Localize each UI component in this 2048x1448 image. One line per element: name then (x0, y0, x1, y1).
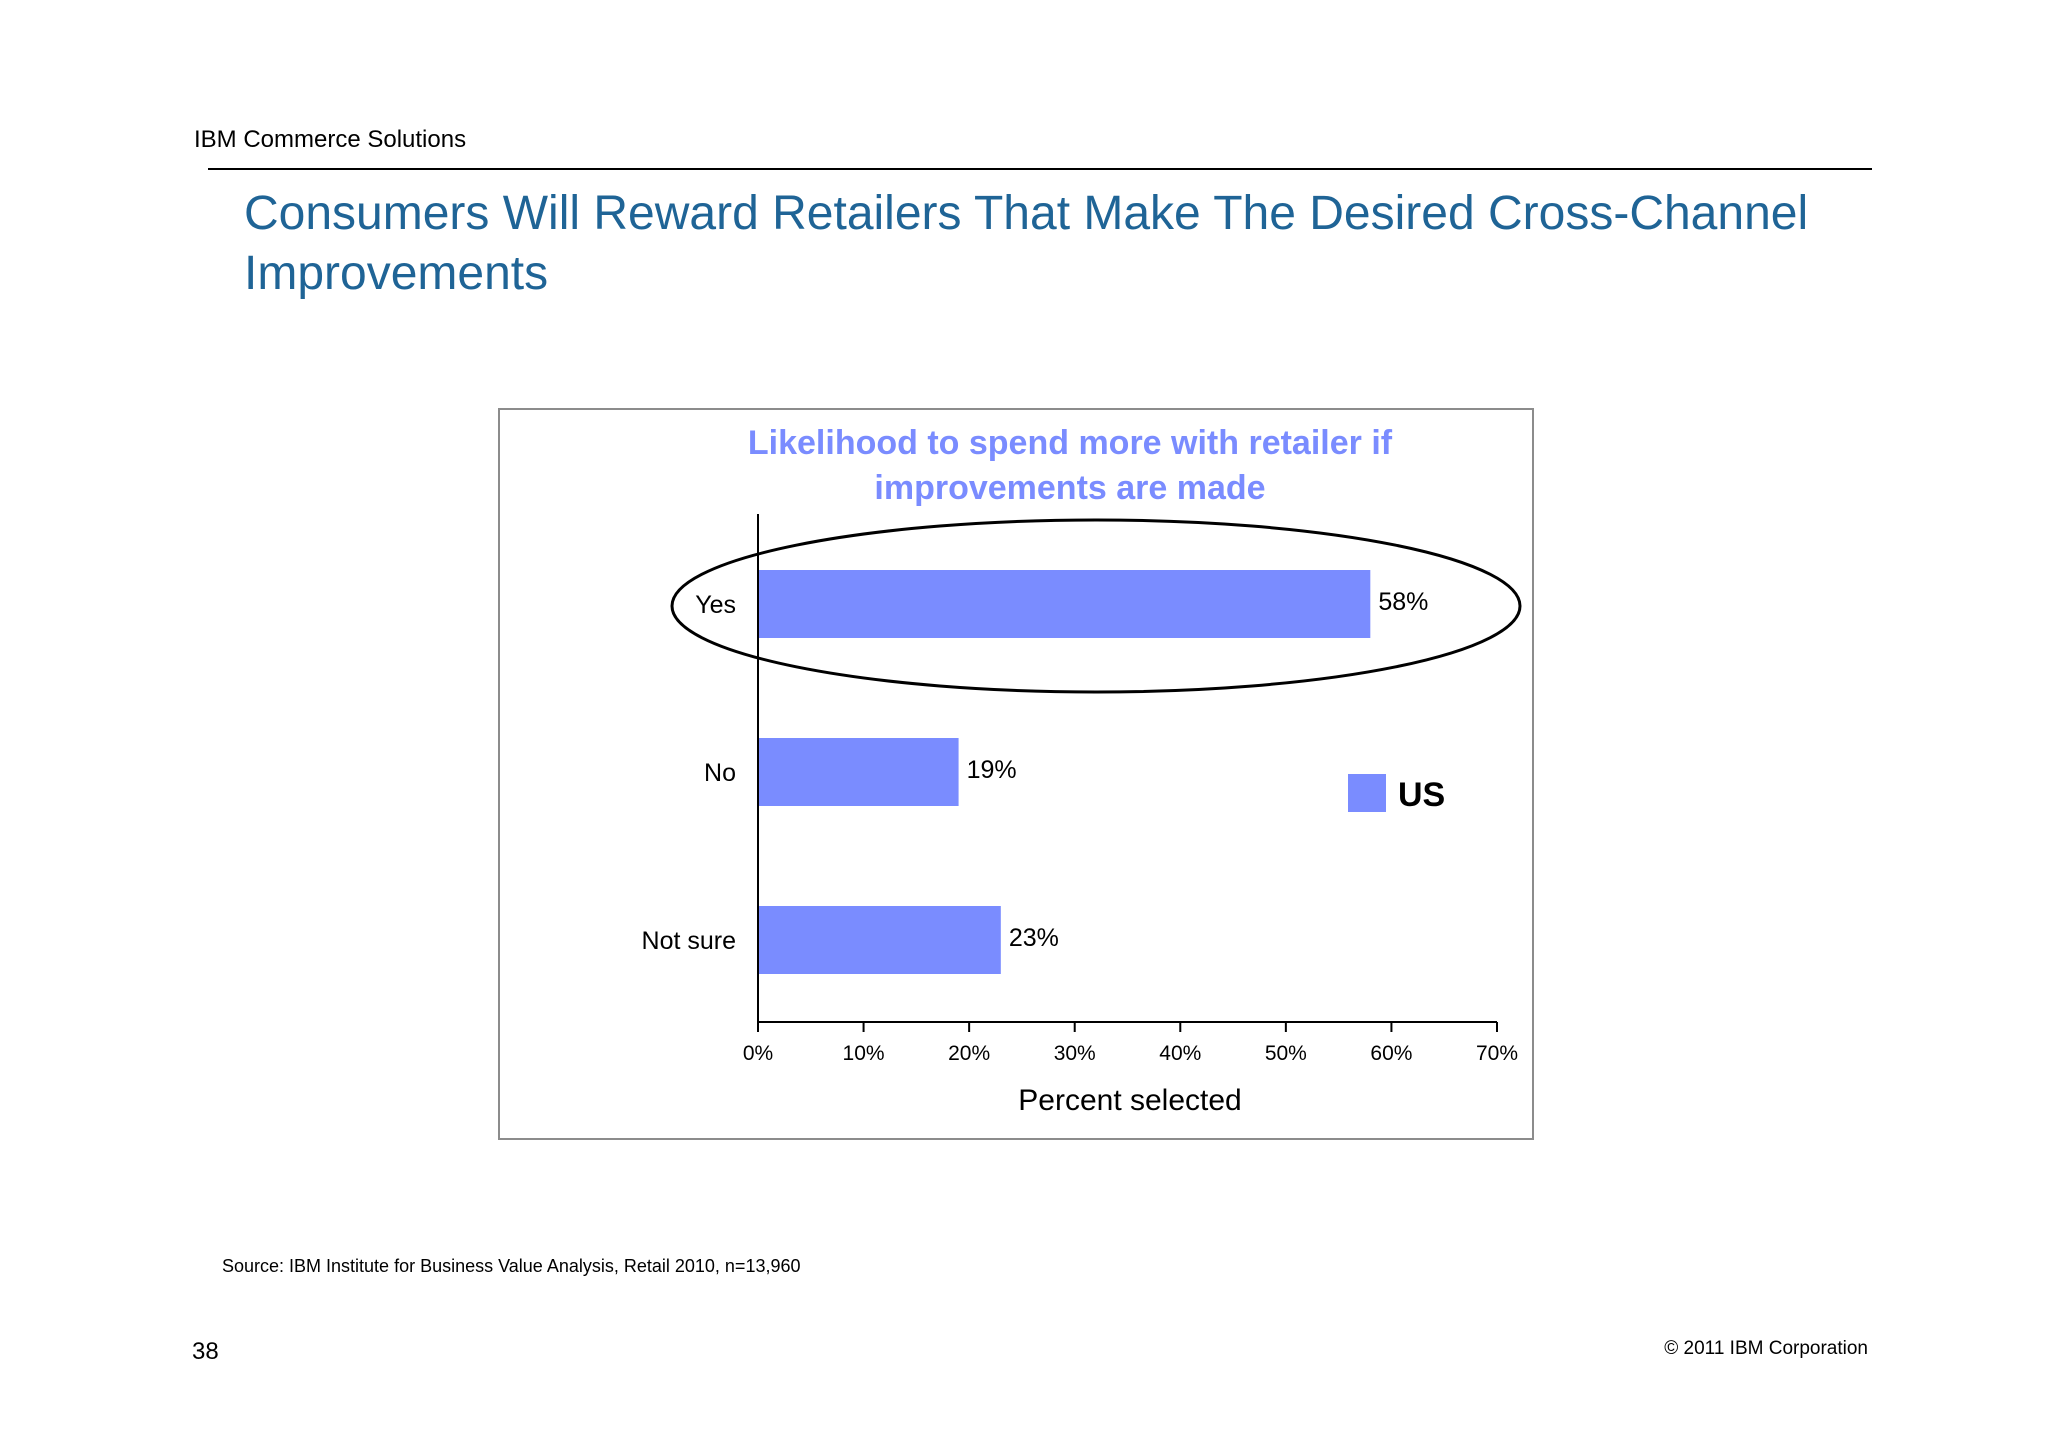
x-tick-label-70: 70% (1476, 1042, 1518, 1065)
legend-swatch-us (1348, 774, 1386, 812)
bar-no (758, 738, 959, 806)
category-label-no: No (704, 759, 736, 787)
x-tick-label-20: 20% (948, 1042, 990, 1065)
x-tick-label-60: 60% (1370, 1042, 1412, 1065)
data-label-no: 19% (967, 756, 1017, 784)
bar-not-sure (758, 906, 1001, 974)
chart-frame: Likelihood to spend more with retailer i… (498, 408, 1534, 1140)
source-note: Source: IBM Institute for Business Value… (222, 1256, 801, 1276)
chart-title-line-2: improvements are made (874, 469, 1265, 507)
legend-label-us: US (1398, 776, 1445, 814)
page-number: 38 (192, 1338, 219, 1365)
header-divider (208, 168, 1872, 170)
x-tick-label-50: 50% (1265, 1042, 1307, 1065)
ibm-logo (1750, 104, 1866, 156)
x-tick-label-40: 40% (1159, 1042, 1201, 1065)
category-label-yes: Yes (695, 591, 736, 619)
highlight-ellipse (670, 518, 1522, 694)
data-label-yes: 58% (1378, 588, 1428, 616)
x-tick-label-0: 0% (743, 1042, 773, 1065)
slide-title: Consumers Will Reward Retailers That Mak… (244, 187, 1809, 300)
category-label-not-sure: Not sure (642, 927, 736, 955)
bar-chart: Likelihood to spend more with retailer i… (642, 424, 1522, 1117)
header-label: IBM Commerce Solutions (194, 126, 467, 153)
chart-title-line-1: Likelihood to spend more with retailer i… (748, 424, 1393, 462)
x-tick-label-10: 10% (843, 1042, 885, 1065)
x-tick-label-30: 30% (1054, 1042, 1096, 1065)
x-axis-label: Percent selected (1018, 1084, 1241, 1117)
bar-yes (758, 570, 1371, 638)
data-label-not-sure: 23% (1009, 924, 1059, 952)
copyright-notice: © 2011 IBM Corporation (1664, 1338, 1868, 1359)
